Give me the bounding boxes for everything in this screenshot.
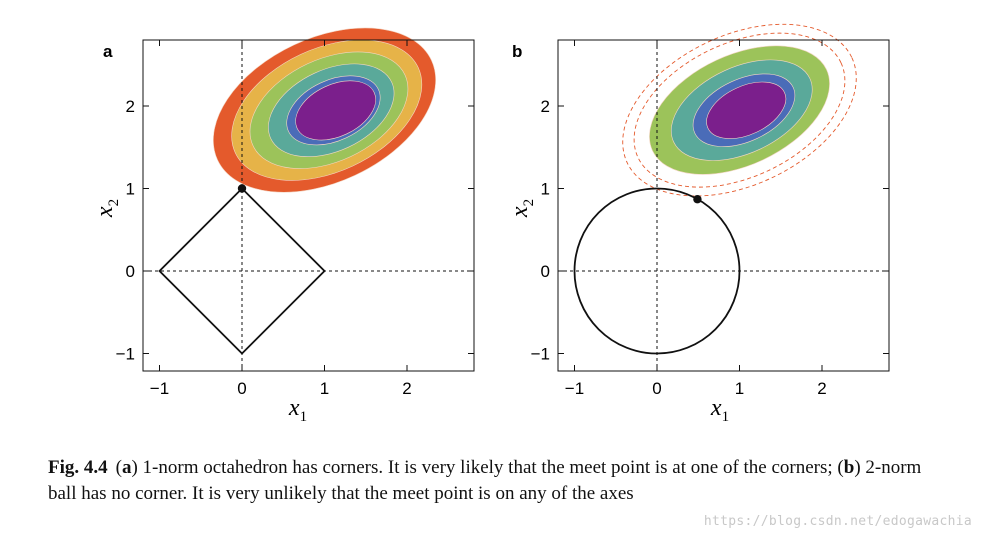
meet-point [693,195,702,204]
panel-a-frame [142,39,475,372]
watermark: https://blog.csdn.net/edogawachia [703,514,972,529]
panel-a-ytick-label: 2 [126,97,135,116]
l1-diamond [158,187,326,355]
panel-a-letter: a [103,42,113,61]
panel-b-frame [557,39,890,372]
caption-label: Fig. 4.4 [48,457,108,478]
caption-b-marker: b [843,457,855,478]
l2-circle [573,187,741,355]
panel-b-ylabel: x2 [507,199,537,218]
figure: a −1 0 1 2 −1 0 1 2 x1 x2 b −1 0 [92,23,890,425]
contour-band [295,80,377,141]
panel-b-xtick-label: 2 [817,379,826,398]
panel-b: b −1 0 1 2 −1 0 1 2 x1 x2 [507,23,890,425]
panel-b-ytick-label: 0 [541,262,550,281]
panel-b-letter: b [512,42,522,61]
caption-a-marker: a [121,457,132,478]
panel-b-ytick-label: −1 [531,345,550,364]
panel-b-xtick-label: −1 [565,379,584,398]
figure-canvas: a −1 0 1 2 −1 0 1 2 x1 x2 b −1 0 [92,23,890,425]
panel-b-xtick-label: 1 [735,379,744,398]
caption-a-text: 1-norm octahedron has corners. It is ver… [137,457,838,478]
panel-a-ytick-label: 0 [126,262,135,281]
figure-caption: Fig. 4.4 (a) 1-norm octahedron has corner… [48,457,922,504]
panel-a-xtick-label: 2 [402,379,411,398]
panel-a-ticks [143,40,474,371]
panel-b-contours [622,23,857,197]
panel-a-ytick-label: −1 [116,345,135,364]
dashed-contour [633,32,846,188]
panel-a-constraint [158,184,326,355]
panel-a-xlabel: x1 [288,395,307,425]
panel-a-ylabel: x2 [92,199,122,218]
contour-band [706,81,787,139]
panel-b-constraint [573,187,741,355]
panel-b-ticks [558,40,889,371]
panel-a-contours [213,27,436,193]
panel-b-xtick-label: 0 [652,379,661,398]
panel-a-xtick-label: −1 [150,379,169,398]
panel-b-ytick-label: 1 [541,180,550,199]
panel-a-xtick-label: 0 [237,379,246,398]
panel-a-guides [143,40,474,371]
caption-b-text: 2-norm ball has no corner. It is very un… [48,457,922,504]
panel-a-xtick-label: 1 [320,379,329,398]
meet-point [237,184,247,193]
panel-a: a −1 0 1 2 −1 0 1 2 x1 x2 [92,27,475,425]
panel-a-ytick-label: 1 [126,180,135,199]
panel-b-guides [558,40,889,371]
panel-b-xlabel: x1 [710,395,729,425]
panel-b-ytick-label: 2 [541,97,550,116]
